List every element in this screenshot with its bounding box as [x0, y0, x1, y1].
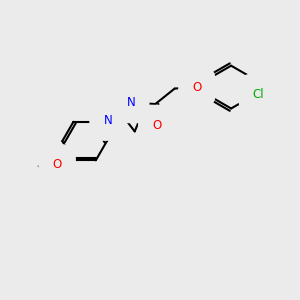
Text: N: N	[103, 114, 112, 127]
Text: H: H	[104, 108, 112, 118]
Text: O: O	[52, 158, 62, 171]
Text: Cl: Cl	[253, 88, 264, 101]
Text: O: O	[152, 119, 161, 132]
Text: N: N	[127, 96, 135, 109]
Text: O: O	[192, 81, 202, 94]
